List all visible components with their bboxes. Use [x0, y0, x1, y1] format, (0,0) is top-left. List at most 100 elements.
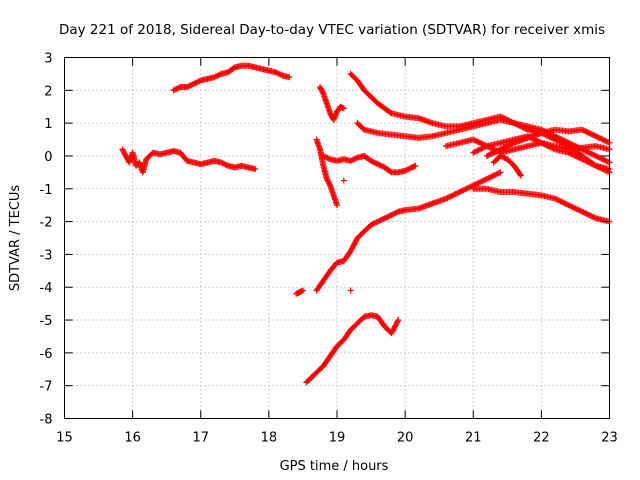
data-point — [370, 159, 377, 166]
data-point — [372, 159, 379, 166]
data-point — [369, 158, 376, 165]
data-point — [173, 86, 180, 93]
data-point — [605, 139, 612, 146]
data-point — [475, 147, 482, 154]
y-tick-label: 0 — [44, 150, 52, 165]
data-point — [196, 78, 203, 85]
data-point — [394, 318, 401, 325]
data-point — [577, 155, 584, 162]
data-point — [489, 150, 496, 157]
data-point — [389, 328, 396, 335]
data-point — [486, 174, 493, 181]
data-point — [391, 210, 398, 217]
series-track-9 — [470, 133, 613, 156]
data-point — [603, 158, 610, 165]
data-point — [477, 139, 484, 146]
data-point — [474, 180, 481, 187]
data-point — [119, 146, 126, 153]
data-point — [586, 212, 593, 219]
data-point — [550, 132, 557, 139]
data-point — [391, 324, 398, 331]
data-point — [566, 140, 573, 147]
data-point — [474, 147, 481, 154]
data-point — [349, 244, 356, 251]
data-point — [175, 84, 182, 91]
y-tick-label: 3 — [44, 52, 52, 67]
data-point — [517, 171, 524, 178]
y-tick-label: -8 — [40, 413, 53, 428]
data-point — [325, 179, 332, 186]
x-tick-label: 20 — [397, 431, 414, 446]
data-point — [316, 84, 323, 91]
data-point — [562, 200, 569, 207]
data-point — [595, 154, 602, 161]
data-point — [470, 149, 477, 156]
data-point — [475, 179, 482, 186]
y-tick-label: 1 — [44, 117, 52, 132]
series-track-11 — [490, 152, 524, 179]
data-point — [193, 79, 200, 86]
data-point — [378, 216, 385, 223]
data-point — [586, 129, 593, 136]
data-point — [443, 195, 449, 202]
data-point — [120, 147, 127, 154]
data-point — [472, 137, 479, 144]
data-point — [575, 154, 582, 161]
data-point — [479, 177, 486, 184]
data-point — [223, 162, 230, 169]
data-point — [272, 69, 279, 76]
y-tick-label: -7 — [40, 380, 53, 395]
data-point — [504, 143, 511, 150]
data-point — [350, 156, 357, 163]
data-point — [584, 211, 591, 218]
data-point — [347, 157, 354, 164]
series-track-15 — [303, 312, 402, 386]
data-point — [509, 140, 516, 147]
data-point — [571, 204, 578, 211]
data-point — [590, 151, 597, 158]
data-point — [602, 157, 609, 164]
data-point — [494, 170, 501, 177]
data-point — [348, 157, 355, 164]
data-point — [475, 139, 482, 146]
data-point — [507, 141, 514, 148]
data-point — [572, 152, 579, 159]
data-point — [580, 209, 587, 216]
data-point — [573, 153, 580, 160]
outlier-point — [347, 287, 354, 294]
data-point — [501, 154, 508, 161]
data-point — [497, 152, 504, 159]
data-point — [598, 155, 605, 162]
data-point — [378, 163, 385, 170]
data-point — [388, 330, 395, 337]
data-point — [347, 248, 354, 255]
x-tick-label: 19 — [329, 431, 346, 446]
data-point — [325, 178, 332, 185]
x-tick-label: 21 — [465, 431, 482, 446]
data-point — [372, 219, 379, 226]
data-point — [496, 170, 503, 177]
data-point — [299, 287, 306, 294]
data-point — [579, 126, 586, 133]
data-point — [188, 82, 195, 89]
data-point — [505, 142, 512, 149]
data-point — [460, 187, 467, 194]
data-point — [478, 178, 485, 185]
data-point — [445, 194, 452, 201]
data-point — [584, 158, 591, 165]
data-point — [599, 136, 606, 143]
data-point — [376, 161, 383, 168]
y-tick-label: -2 — [40, 216, 53, 231]
y-tick-labels: -8 -7 -6 -5 -4 -3 -2 -1 0 1 2 3 — [40, 52, 53, 428]
data-point — [186, 82, 193, 89]
data-point — [387, 109, 394, 116]
data-point — [171, 86, 178, 93]
data-point — [581, 210, 588, 217]
data-point — [587, 212, 594, 219]
data-point — [121, 150, 128, 157]
data-point — [588, 150, 595, 157]
data-point — [390, 326, 397, 333]
data-point — [572, 205, 579, 212]
data-point — [385, 213, 392, 220]
data-point — [586, 159, 593, 166]
